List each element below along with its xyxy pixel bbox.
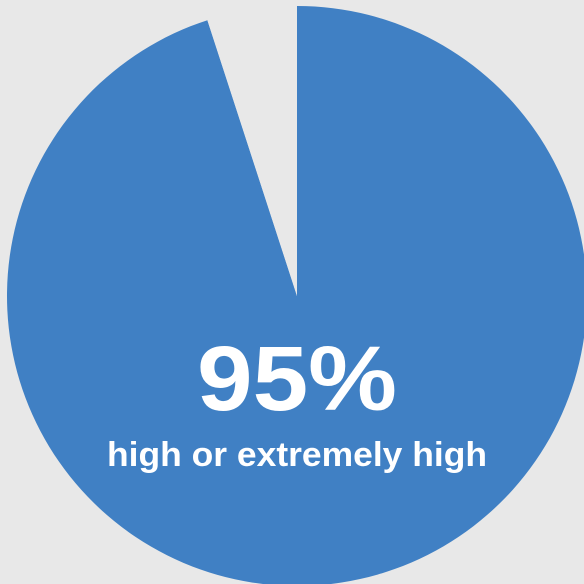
pie-slice-0	[7, 6, 584, 584]
pie-slices	[7, 6, 584, 584]
center-label: high or extremely high	[107, 436, 487, 474]
center-value: 95%	[197, 328, 397, 430]
pie-slice-1	[207, 6, 297, 296]
